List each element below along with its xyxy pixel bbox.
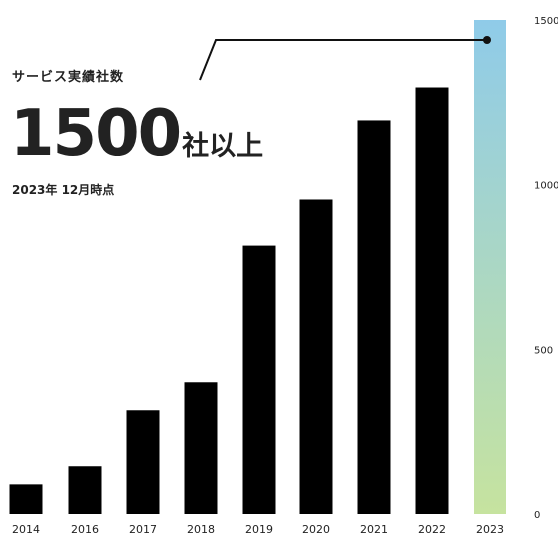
bar-2016	[68, 466, 102, 514]
y-tick-label: 1000	[534, 181, 558, 192]
x-tick-label: 2014	[12, 523, 40, 535]
headline-number: 1500	[10, 97, 182, 171]
x-tick-label: 2016	[71, 523, 99, 535]
leader-line	[199, 39, 490, 81]
bar-2019	[242, 245, 276, 515]
bar-2018	[184, 382, 218, 514]
leader-dot	[483, 36, 491, 44]
bar-highlight-2023	[474, 20, 506, 514]
x-tick-label: 2018	[187, 523, 215, 535]
bar-2020	[299, 199, 333, 514]
as-of-date: 2023年 12月時点	[12, 183, 115, 197]
y-tick-label: 500	[534, 345, 553, 356]
x-tick-label: 2017	[129, 523, 157, 535]
bar-2014	[9, 484, 43, 514]
headline-unit: 社以上	[182, 131, 264, 162]
x-tick-label: 2022	[418, 523, 446, 535]
x-tick-label: 2021	[360, 523, 388, 535]
bar-2021	[357, 120, 391, 515]
bar-2022	[415, 87, 449, 514]
x-tick-label: 2023	[476, 523, 504, 535]
y-tick-label: 0	[534, 510, 540, 521]
x-tick-label: 2020	[302, 523, 330, 535]
bar-2017	[126, 410, 160, 514]
y-tick-label: 1500	[534, 16, 558, 27]
x-tick-label: 2019	[245, 523, 273, 535]
chart-title: サービス実績社数	[12, 70, 125, 85]
headline: 1500社以上	[10, 102, 263, 166]
